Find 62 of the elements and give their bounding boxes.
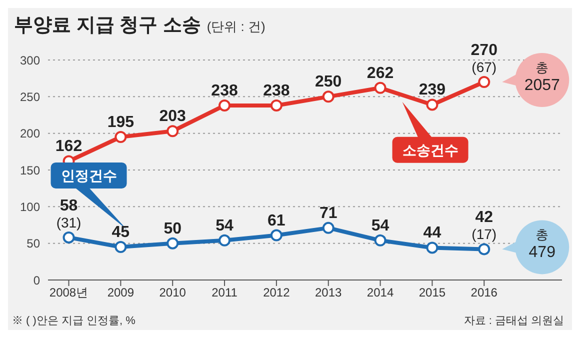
x-tick-label: 2013 <box>315 286 342 300</box>
point <box>62 231 75 244</box>
data-label: 239 <box>418 82 446 99</box>
point <box>374 234 386 246</box>
data-label: 45 <box>112 224 130 241</box>
point <box>322 222 334 234</box>
annotation: (31) <box>56 214 82 230</box>
data-label: 203 <box>159 108 186 126</box>
x-tick-label: 2008년 <box>49 286 88 300</box>
point <box>218 234 231 246</box>
point <box>426 242 438 254</box>
text: 총 2057 <box>524 60 560 94</box>
data-label: 238 <box>263 82 290 100</box>
y-tick-label: 100 <box>20 200 40 214</box>
data-label: 44 <box>423 224 442 242</box>
x-tick-label: 2014 <box>366 286 394 300</box>
annotation: (17) <box>472 226 497 242</box>
data-label: 54 <box>371 217 390 234</box>
point <box>270 229 282 242</box>
data-label: 42 <box>475 209 494 226</box>
data-label: 50 <box>164 220 182 238</box>
data-label: 238 <box>211 82 238 100</box>
annotation: (67) <box>472 59 497 75</box>
point <box>166 125 179 138</box>
point <box>478 243 490 256</box>
point <box>218 99 231 112</box>
y-tick-label: 300 <box>20 53 40 68</box>
y-tick-label: 50 <box>26 236 40 251</box>
data-label: 195 <box>107 114 134 131</box>
data-label: 250 <box>315 74 342 91</box>
x-tick-label: 2016 <box>470 286 498 300</box>
y-tick-label: 200 <box>20 126 40 141</box>
data-label: 54 <box>216 217 234 234</box>
text: 자료 : 금태섭 의원실 <box>464 314 564 328</box>
point <box>322 90 334 103</box>
data-label: 61 <box>268 212 286 230</box>
point <box>270 99 282 112</box>
x-tick-label: 2015 <box>418 286 446 300</box>
y-tick-label: 0 <box>33 273 40 288</box>
text: 소송건수 <box>402 142 458 158</box>
x-tick-label: 2010 <box>159 286 186 300</box>
x-tick-label: 2009 <box>107 286 134 300</box>
y-tick-label: 150 <box>20 163 40 178</box>
point <box>374 82 386 94</box>
x-tick-label: 2012 <box>263 286 290 300</box>
text: 총 479 <box>528 227 556 262</box>
data-label: 270 <box>470 42 498 59</box>
point <box>114 241 127 253</box>
point <box>426 98 438 111</box>
chart-title: 부양료 지급 청구 소송 <box>14 15 201 36</box>
chart-subtitle: (단위 : 건) <box>206 19 266 34</box>
x-tick-label: 2011 <box>212 286 238 300</box>
data-label: 162 <box>55 138 82 156</box>
point <box>478 76 490 88</box>
point <box>114 131 127 143</box>
y-tick-label: 250 <box>20 90 40 104</box>
data-label: 71 <box>319 204 338 222</box>
data-label: 58 <box>60 197 78 214</box>
point <box>166 237 179 250</box>
text: ※ ( )안은 지급 인정률, % <box>12 314 136 328</box>
text: 인정건수 <box>60 167 117 184</box>
data-label: 262 <box>366 64 394 82</box>
